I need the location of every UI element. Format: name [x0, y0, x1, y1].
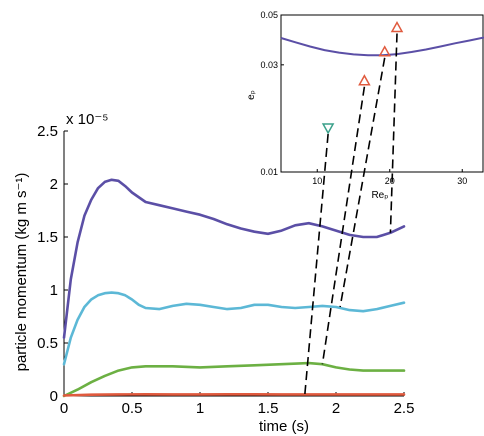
main-y-tick-label: 0.5 [37, 335, 58, 352]
connector-line-4 [389, 33, 398, 233]
connector-lines [303, 33, 398, 397]
main-plot: 0 0.5 1 1.5 2 2.5 0 0.5 1 1.5 2 2.5 x 10⁻⁵ time (s… [13, 111, 414, 435]
main-series-group [62, 178, 406, 398]
main-axes [63, 131, 404, 397]
inset-marker-2 [358, 74, 371, 86]
inset-marker-1 [321, 123, 335, 135]
inset-y-axis-label: eₚ [246, 90, 257, 100]
inset-y-tick-label: 0.01 [260, 167, 278, 177]
main-y-tick-label: 0 [50, 388, 58, 405]
inset-axes [280, 14, 484, 173]
main-y-tick-label: 1 [50, 282, 58, 299]
main-x-tick-label: 2 [332, 400, 340, 417]
inset-frame [280, 14, 484, 173]
inset-y-ticks: 0.01 0.03 0.05 [260, 10, 284, 177]
connector-line-3 [339, 57, 386, 308]
inset-x-tick-label: 10 [312, 176, 322, 186]
inset-marker-3 [378, 45, 391, 57]
inset-marker-4 [390, 20, 404, 33]
inset-x-tick-label: 20 [385, 176, 395, 186]
main-x-axis-label: time (s) [259, 418, 309, 435]
main-series-line-1 [62, 178, 406, 340]
inset-x-ticks: 10 20 30 [312, 169, 467, 186]
connector-line-2 [321, 86, 366, 365]
main-y-tick-label: 1.5 [37, 229, 58, 246]
inset-y-tick-label: 0.05 [260, 10, 278, 20]
main-series-line-4 [62, 392, 406, 397]
main-y-tick-label: 2 [50, 176, 58, 193]
main-x-tick-label: 1 [196, 400, 204, 417]
main-x-ticks: 0 0.5 1 1.5 2 2.5 [60, 392, 415, 417]
main-y-ticks: 0 0.5 1 1.5 2 2.5 [37, 123, 68, 405]
inset-x-tick-label: 30 [457, 176, 467, 186]
main-series-line-2 [62, 291, 406, 366]
inset-y-tick-label: 0.03 [260, 60, 278, 70]
main-x-tick-label: 2.5 [394, 400, 415, 417]
main-y-multiplier: x 10⁻⁵ [66, 111, 109, 128]
inset-background [268, 15, 484, 173]
main-x-tick-label: 0.5 [122, 400, 143, 417]
main-series-line-3 [62, 361, 406, 398]
inset-markers-group [321, 20, 404, 135]
main-x-tick-label: 0 [60, 400, 68, 417]
inset-x-axis-label: Reₚ [371, 190, 388, 201]
main-y-tick-label: 2.5 [37, 123, 58, 140]
inset-plot: 10 20 30 0.01 0.03 0.05 Reₚ eₚ [246, 10, 484, 201]
connector-line-1 [303, 133, 329, 397]
main-x-tick-label: 1.5 [258, 400, 279, 417]
main-y-axis-label: particle momentum (kg m s⁻¹) [13, 173, 30, 372]
